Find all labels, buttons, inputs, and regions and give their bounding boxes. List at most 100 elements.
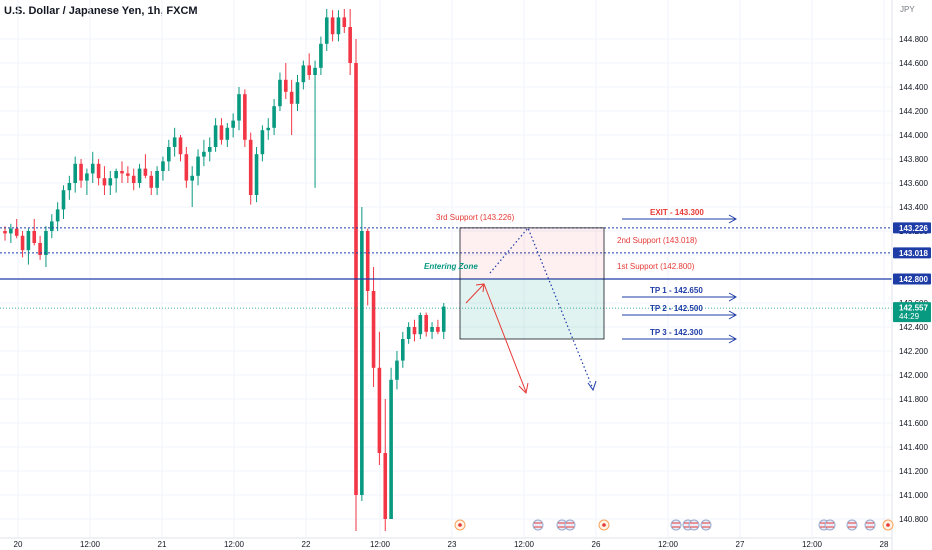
candle-body (44, 231, 48, 255)
price-tick: 140.800 (899, 515, 928, 524)
candle-body (336, 17, 341, 35)
price-axis[interactable]: JPY 140.800 141.000 141.200 141.400 141.600 14… (891, 0, 932, 550)
candle-body (231, 120, 235, 128)
us-flag-icon (864, 519, 876, 531)
candle-body (120, 171, 124, 174)
time-label: 12:00 (802, 540, 823, 549)
price-tick: 142.000 (899, 371, 928, 380)
down-arrow-head (518, 382, 529, 395)
candle-body (90, 163, 95, 174)
candle-body (50, 221, 54, 231)
us-flag-icon (700, 519, 712, 531)
candle-body (248, 139, 253, 195)
candle-body (32, 231, 37, 243)
exit-arrow-head (728, 214, 738, 224)
candle-body (126, 173, 130, 176)
candle-body (73, 163, 77, 183)
price-tick: 143.600 (899, 179, 928, 188)
candle-body (348, 27, 352, 63)
candle-body (149, 175, 154, 188)
price-tag: 142.557 (899, 304, 928, 313)
candle-body (14, 228, 19, 236)
time-label: 12:00 (514, 540, 535, 549)
candle-body (260, 130, 265, 155)
zone-loss (460, 227, 604, 279)
price-tag-bg (893, 273, 931, 285)
candle-body (307, 65, 311, 75)
candle-body (289, 91, 294, 104)
candle-body (143, 168, 148, 176)
candle-body (67, 183, 72, 191)
price-tick: 142.200 (899, 347, 928, 356)
candle-body (441, 306, 446, 332)
candle-body (377, 367, 382, 453)
candle-body (412, 327, 417, 335)
symbol-title: U.S. Dollar / Japanese Yen, 1h, FXCM (4, 5, 198, 17)
candle-body (184, 154, 189, 181)
price-tick: 141.200 (899, 467, 928, 476)
candle-body (167, 147, 171, 162)
us-flag-icon (846, 519, 858, 531)
time-label: 12:00 (80, 540, 101, 549)
candle-body (295, 82, 300, 104)
us-flag-icon (532, 519, 544, 531)
candle-body (284, 79, 288, 92)
candle-body (225, 127, 230, 140)
candle-body (395, 360, 399, 380)
price-tick: 143.400 (899, 203, 928, 212)
price-tick: 142.400 (899, 323, 928, 332)
event-dot-core (602, 523, 606, 527)
time-label: 26 (592, 540, 601, 549)
candle-body (96, 163, 101, 179)
candle-body (85, 173, 89, 181)
price-tag: 143.018 (899, 249, 928, 258)
candle-body (178, 137, 183, 155)
candle-body (330, 17, 335, 35)
candle-body (161, 161, 165, 171)
candle-body (430, 327, 434, 332)
time-axis[interactable]: 20 12:00 21 12:00 22 12:00 23 12:00 26 12:00 27 12:… (0, 537, 892, 549)
price-tick: 144.000 (899, 131, 928, 140)
time-label: 12:00 (658, 540, 679, 549)
candle-body (219, 125, 224, 140)
dotted-path-head (587, 380, 597, 392)
time-label: 27 (736, 540, 745, 549)
candle-body (155, 171, 159, 188)
price-tick: 144.200 (899, 107, 928, 116)
candle-body (3, 231, 7, 234)
us-flag-icon (688, 519, 700, 531)
candle-body (207, 147, 212, 152)
candle-body (190, 175, 194, 181)
third-support-label: 3rd Support (143.226) (436, 213, 515, 222)
candle-body (202, 151, 206, 157)
us-flag-icon (824, 519, 836, 531)
zone-profit (460, 279, 604, 339)
grid (0, 0, 892, 538)
time-label: 23 (448, 540, 457, 549)
currency-label: JPY (900, 5, 915, 14)
candle-body (436, 327, 440, 332)
candle-body (9, 228, 13, 234)
price-tag: 143.226 (899, 224, 928, 233)
candle-body (424, 315, 428, 332)
economic-events (454, 519, 894, 531)
candle-body (401, 339, 405, 361)
price-tick: 144.600 (899, 59, 928, 68)
candle-body (360, 231, 364, 495)
candle-body (61, 190, 66, 210)
candle-body (108, 178, 113, 186)
us-flag-icon (564, 519, 576, 531)
candle-body (383, 453, 388, 519)
candle-body (301, 65, 306, 83)
price-tag-bg (893, 302, 931, 323)
tp1-arrow-head (728, 292, 738, 302)
price-tick: 141.000 (899, 491, 928, 500)
price-tag-bg (893, 247, 931, 259)
candle-body (319, 43, 323, 68)
price-tick: 144.800 (899, 35, 928, 44)
tp2-label: TP 2 - 142.500 (650, 304, 703, 313)
zone-frame (459, 227, 605, 340)
candle-body (196, 156, 200, 176)
candle-body (324, 17, 329, 44)
